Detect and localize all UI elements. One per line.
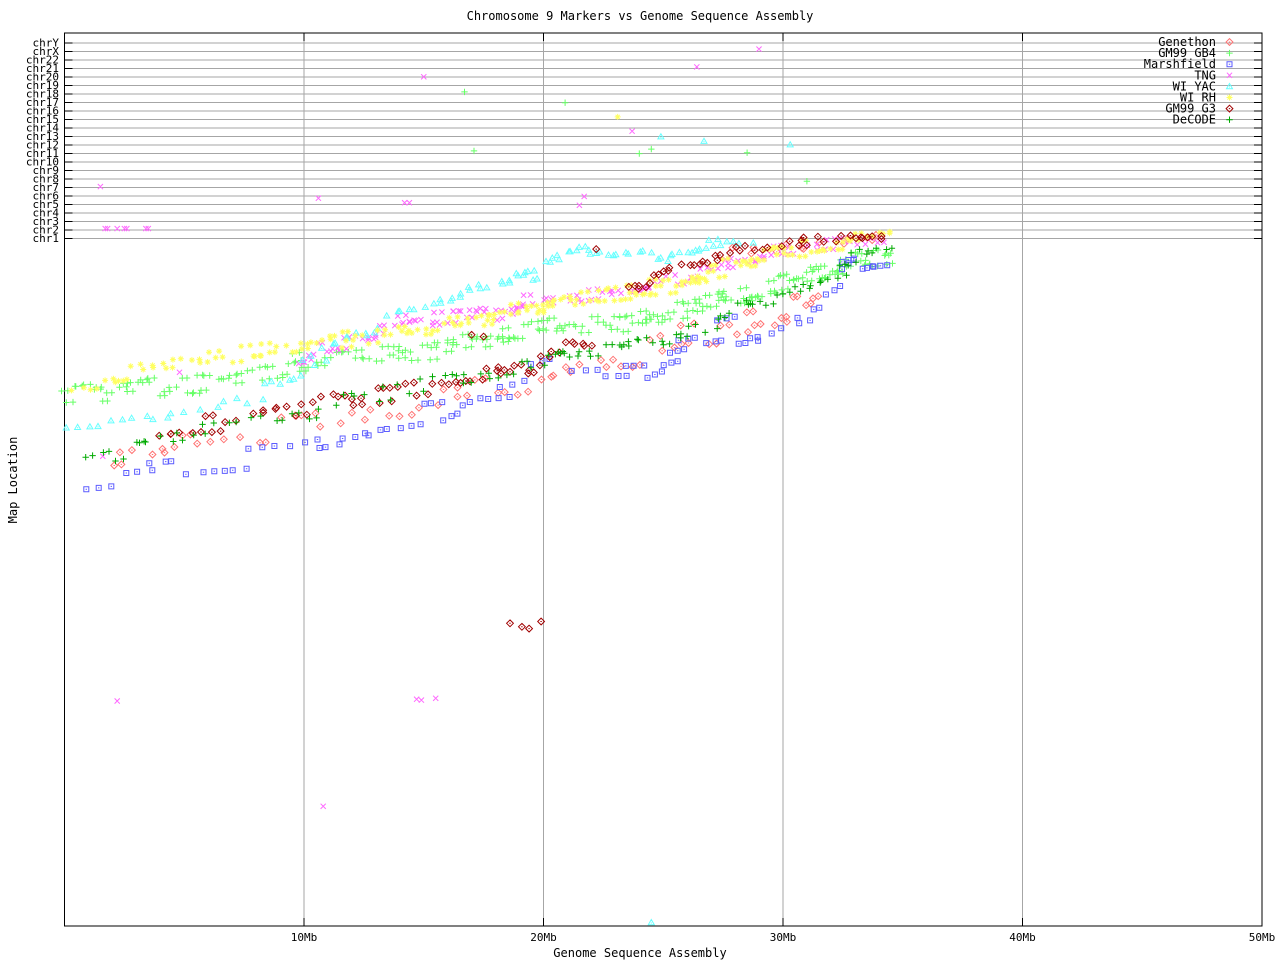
chr-label-chr10: chr10 [26, 156, 59, 169]
gridlines [64, 33, 1262, 926]
chr-label-chr14: chr14 [26, 122, 59, 135]
chr-label-chrY: chrY [33, 37, 60, 50]
plot-border [64, 32, 1263, 927]
chr-label-chr16: chr16 [26, 105, 59, 118]
chr-label-chr19: chr19 [26, 79, 59, 92]
series-points-tng [97, 46, 887, 810]
chr-label-chr17: chr17 [26, 96, 59, 109]
legend-marker-wi-yac [1225, 82, 1234, 90]
chr-label-chr9: chr9 [33, 164, 60, 177]
x-axis-label: Genome Sequence Assembly [553, 946, 727, 960]
chr-label-chrX: chrX [33, 45, 60, 58]
legend-label-wi-yac: WI YAC [1173, 79, 1216, 93]
legend-marker-marshfield [1226, 61, 1233, 68]
legend-label-wi-rh: WI RH [1180, 91, 1216, 105]
x-tick-label-10mb: 10Mb [291, 931, 318, 944]
chr-label-chr13: chr13 [26, 130, 59, 143]
chr-label-chr3: chr3 [33, 215, 60, 228]
chr-label-chr8: chr8 [33, 173, 60, 186]
chr-label-chr5: chr5 [33, 198, 60, 211]
legend-label-tng: TNG [1194, 68, 1216, 82]
legend-marker-wi-rh [1226, 94, 1233, 101]
legend-label-gm99-g3: GM99 G3 [1165, 102, 1216, 116]
legend-marker-genethon [1225, 37, 1234, 47]
chr-label-chr1: chr1 [33, 232, 60, 245]
x-tick-label-30mb: 30Mb [770, 931, 797, 944]
series-points-decode [82, 245, 896, 465]
legend-marker-gm99-g3 [1225, 104, 1234, 113]
legend-marker-tng [1226, 72, 1233, 79]
chart-title: Chromosome 9 Markers vs Genome Sequence … [466, 9, 814, 23]
chr-label-chr15: chr15 [26, 113, 59, 126]
legend-label-genethon: Genethon [1158, 35, 1216, 49]
chr-label-chr11: chr11 [26, 147, 59, 160]
chr-label-chr6: chr6 [33, 190, 60, 203]
chr-label-chr7: chr7 [33, 181, 60, 194]
legend-marker-gm99-gb4 [1226, 49, 1233, 57]
series-points-wi-yac [62, 132, 795, 926]
chr-label-chr20: chr20 [26, 71, 59, 84]
chr-label-chr2: chr2 [33, 224, 60, 237]
chr-label-chr22: chr22 [26, 54, 59, 67]
x-tick-label-40mb: 40Mb [1009, 931, 1036, 944]
chr-label-chr18: chr18 [26, 88, 59, 101]
x-tick-label-50mb: 50Mb [1249, 931, 1276, 944]
chr-label-chr21: chr21 [26, 62, 59, 75]
legend-label-marshfield: Marshfield [1144, 57, 1216, 71]
chr-label-chr4: chr4 [33, 207, 60, 220]
legend-label-gm99-gb4: GM99 GB4 [1158, 46, 1216, 60]
legend-marker-decode [1226, 116, 1233, 123]
series-points-marshfield [83, 255, 891, 493]
axis-ticks [64, 33, 1263, 926]
series-points-wi-rh [68, 113, 893, 394]
series-points-gm99-g3 [155, 231, 886, 633]
chr-label-chr12: chr12 [26, 139, 59, 152]
y-axis-label: Map Location [6, 436, 20, 524]
legend-label-decode: DeCODE [1173, 113, 1216, 127]
series-points-genethon [110, 230, 881, 470]
series-points-gm99-gb4 [58, 88, 896, 406]
x-tick-label-20mb: 20Mb [530, 931, 557, 944]
